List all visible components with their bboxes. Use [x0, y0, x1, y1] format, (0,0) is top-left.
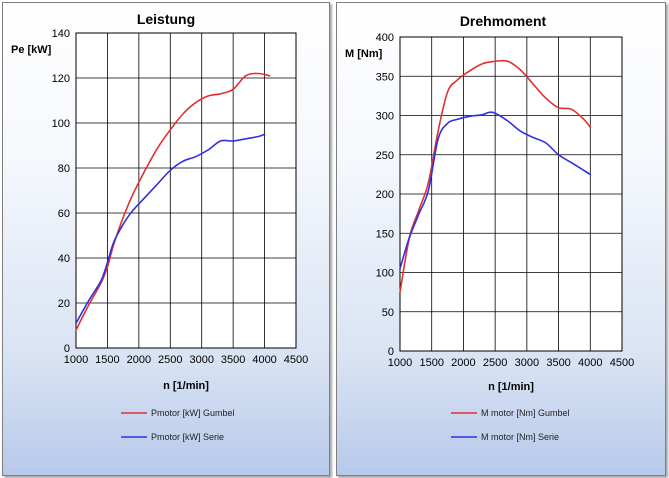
chart-drehmoment: 1000 1500 2000 2500 3000 3500 4000 4500 0 50 100 15…	[345, 13, 634, 442]
y-tick-label: 140	[52, 28, 70, 40]
x-tick-label: 1500	[419, 357, 443, 369]
series-line-serie	[399, 111, 592, 270]
x-tick-label: 4000	[252, 354, 276, 366]
y-tick-label: 400	[376, 32, 394, 44]
x-tick-label: 1500	[95, 354, 119, 366]
x-axis-label: n [1/min]	[488, 381, 534, 393]
y-tick-label: 20	[58, 298, 70, 310]
chart-title: Drehmoment	[460, 13, 547, 29]
chart-panel-leistung: 1000 1500 2000 2500 3000 3500 4000 4500 0 20 40 60 8…	[2, 2, 330, 476]
chart-title: Leistung	[137, 11, 195, 27]
y-tick-label: 250	[376, 150, 394, 162]
series-line-gumbel	[399, 59, 592, 293]
legend-entry: M motor [Nm] Serie	[481, 432, 559, 442]
x-tick-label: 2000	[451, 357, 475, 369]
y-tick-label: 350	[376, 71, 394, 83]
x-tick-label: 4000	[578, 357, 602, 369]
x-tick-label: 1000	[64, 354, 88, 366]
series-line-serie	[75, 133, 266, 325]
y-tick-label: 300	[376, 111, 394, 123]
y-axis-label: M [Nm]	[345, 48, 383, 60]
y-tick-label: 0	[64, 343, 70, 355]
chart-panel-drehmoment: 1000 1500 2000 2500 3000 3500 4000 4500 0 50 100 15…	[336, 2, 666, 476]
y-tick-label: 50	[382, 307, 394, 319]
x-tick-label: 2500	[483, 357, 507, 369]
y-tick-label: 120	[52, 73, 70, 85]
x-tick-label: 2000	[127, 354, 151, 366]
y-tick-label: 100	[376, 268, 394, 280]
y-tick-label: 60	[58, 208, 70, 220]
x-axis-label: n [1/min]	[163, 380, 209, 392]
x-tick-label: 4500	[284, 354, 308, 366]
x-tick-label: 1000	[388, 357, 412, 369]
x-tick-label: 3000	[189, 354, 213, 366]
plot-area	[75, 32, 297, 349]
x-tick-label: 4500	[610, 357, 634, 369]
legend-entry: Pmotor [kW] Serie	[151, 432, 224, 442]
x-tick-label: 3500	[546, 357, 570, 369]
x-tick-label: 3000	[515, 357, 539, 369]
chart-leistung: 1000 1500 2000 2500 3000 3500 4000 4500 0 20 40 60 8…	[11, 11, 308, 442]
y-tick-label: 150	[376, 228, 394, 240]
y-tick-label: 100	[52, 118, 70, 130]
y-axis-label: Pe [kW]	[11, 44, 52, 56]
legend-entry: M motor [Nm] Gumbel	[481, 408, 570, 418]
y-tick-label: 0	[388, 346, 394, 358]
x-tick-label: 3500	[221, 354, 245, 366]
legend-entry: Pmotor [kW] Gumbel	[151, 408, 235, 418]
x-tick-label: 2500	[158, 354, 182, 366]
y-tick-label: 40	[58, 253, 70, 265]
series-line-gumbel	[75, 72, 271, 331]
y-tick-label: 80	[58, 163, 70, 175]
y-tick-label: 200	[376, 189, 394, 201]
